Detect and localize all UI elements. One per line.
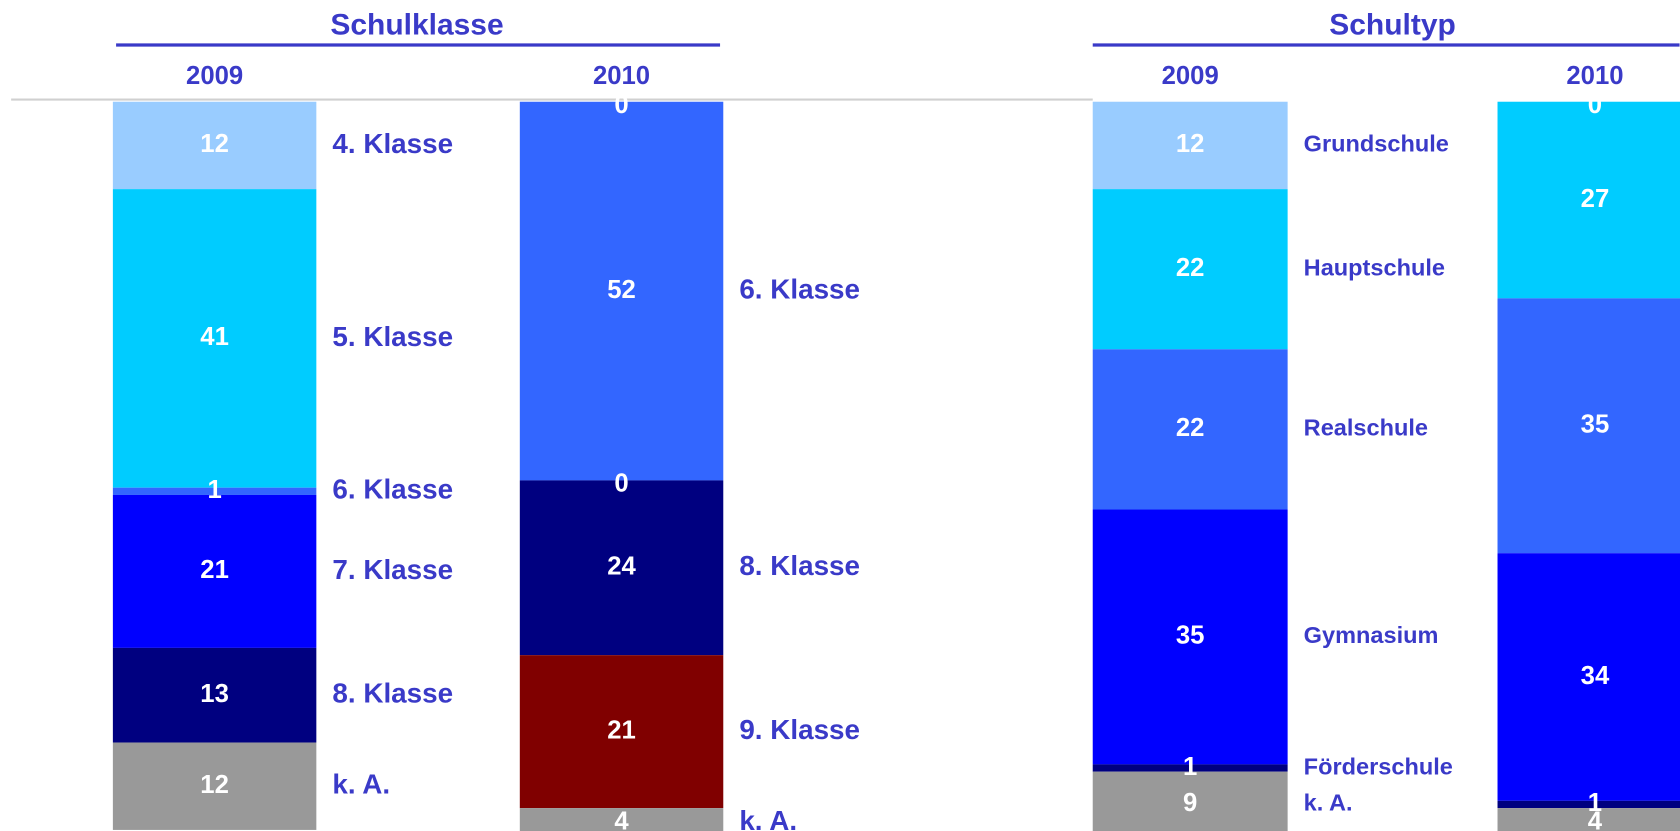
bar-segment — [1497, 808, 1680, 831]
segment-label: 8. Klasse — [332, 678, 453, 709]
bar-segment — [112, 189, 317, 488]
bar-segment — [519, 655, 724, 809]
value-label: 13 — [200, 680, 229, 708]
value-label: 0 — [1588, 91, 1602, 119]
segment-label: Förderschule — [1304, 753, 1453, 779]
bar-segment — [519, 101, 724, 481]
value-label: 1 — [1183, 753, 1197, 781]
value-label: 4 — [614, 807, 629, 831]
bar-segment — [1092, 101, 1288, 190]
value-label: 41 — [200, 323, 229, 351]
segment-label: k. A. — [1304, 790, 1353, 816]
value-label: 12 — [200, 130, 229, 158]
bar-segment — [519, 480, 724, 656]
bar-segment — [1497, 800, 1680, 809]
x-tick-label: 2010 — [593, 62, 650, 90]
value-label: 12 — [200, 771, 229, 799]
segment-label: 7. Klasse — [332, 554, 453, 585]
value-label: 1 — [207, 476, 221, 504]
value-label: 34 — [1581, 662, 1610, 690]
value-label: 1 — [1588, 789, 1602, 817]
segment-label: 8. Klasse — [739, 550, 860, 581]
value-label: 4 — [1588, 807, 1603, 831]
x-tick-label: 2010 — [1566, 62, 1623, 90]
segment-label: 4. Klasse — [332, 128, 453, 159]
bar-segment — [519, 808, 724, 831]
chart-title: Schulklasse — [330, 9, 503, 42]
bar-segment — [112, 487, 317, 495]
value-label: 22 — [1176, 414, 1205, 442]
bar-segment — [112, 494, 317, 648]
segment-label: 6. Klasse — [332, 474, 453, 505]
bar-segment — [1092, 771, 1288, 831]
bar-segment — [1092, 509, 1288, 765]
x-tick-label: 2009 — [186, 62, 243, 90]
segment-label: k. A. — [332, 769, 390, 800]
bar-segment — [1497, 298, 1680, 554]
value-label: 35 — [1176, 622, 1205, 650]
value-label: 27 — [1581, 185, 1610, 213]
bar-segment — [1092, 764, 1288, 772]
bar-segment — [1497, 553, 1680, 801]
segment-label: 5. Klasse — [332, 321, 453, 352]
bar-segment — [1092, 349, 1288, 510]
value-label: 21 — [607, 716, 636, 744]
value-label: 35 — [1581, 411, 1610, 439]
segment-label: Grundschule — [1304, 131, 1449, 157]
value-label: 9 — [1183, 789, 1197, 817]
value-label: 22 — [1176, 254, 1205, 282]
bar-segment — [1497, 101, 1680, 299]
value-label: 24 — [607, 553, 636, 581]
x-tick-label: 2009 — [1162, 62, 1219, 90]
segment-label: Gymnasium — [1304, 622, 1439, 648]
bar-segment — [112, 101, 317, 190]
chart-title: Schultyp — [1329, 9, 1456, 42]
bar-segment — [112, 647, 317, 743]
segment-label: 6. Klasse — [739, 273, 860, 304]
value-label: 21 — [200, 556, 229, 584]
segment-label: k. A. — [739, 805, 797, 831]
value-label: 52 — [607, 276, 636, 304]
bar-segment — [1092, 189, 1288, 350]
bar-segment — [112, 742, 317, 830]
value-label: 12 — [1176, 130, 1205, 158]
segment-label: 9. Klasse — [739, 714, 860, 745]
value-label: 0 — [614, 469, 628, 497]
segment-label: Hauptschule — [1304, 254, 1445, 280]
value-label: 0 — [614, 91, 628, 119]
segment-label: Realschule — [1304, 415, 1428, 441]
